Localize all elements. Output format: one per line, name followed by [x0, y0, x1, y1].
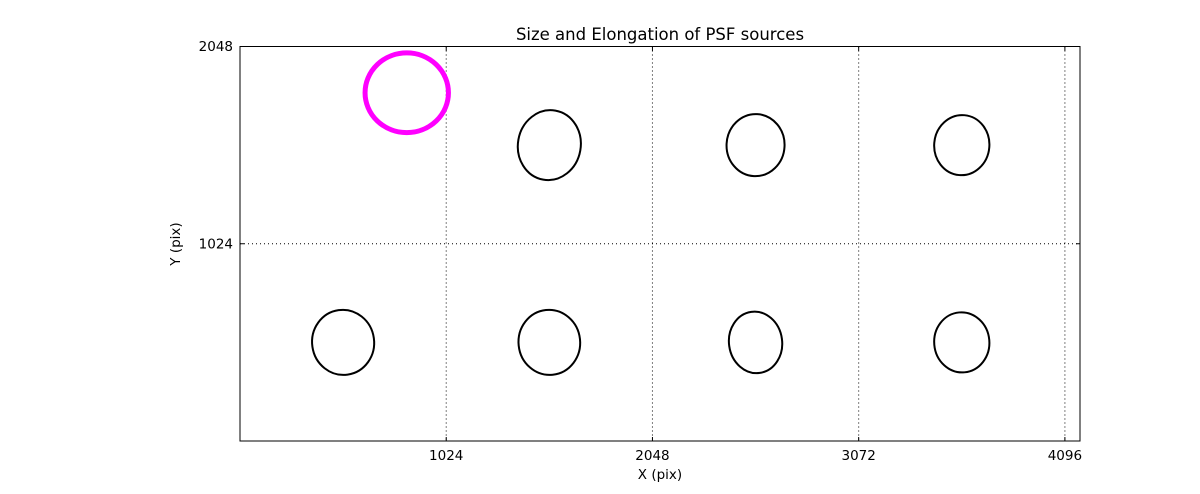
y-axis-label: Y (pix)	[168, 222, 184, 266]
x-tick-label-3072: 3072	[841, 448, 875, 464]
psf-source-ellipse	[516, 109, 582, 182]
chart-title: Size and Elongation of PSF sources	[516, 25, 804, 44]
psf-source-ellipse	[311, 308, 376, 376]
x-tick-label-4096: 4096	[1048, 448, 1082, 464]
x-tick-label-2048: 2048	[635, 448, 669, 464]
y-tick-label-1024: 1024	[199, 236, 233, 252]
y-tick-label-2048: 2048	[199, 39, 233, 55]
gridlines	[240, 46, 1080, 441]
psf-source-ellipse	[517, 308, 582, 376]
reference-circle	[362, 50, 451, 136]
psf-source-ellipse	[933, 114, 991, 177]
tick-marks	[240, 46, 1080, 441]
psf-ellipses	[311, 109, 991, 376]
psf-source-ellipse	[727, 310, 784, 375]
tick-labels: 1024 2048 3072 4096 1024 2048	[199, 39, 1082, 464]
x-axis-label: X (pix)	[638, 467, 682, 483]
x-tick-label-1024: 1024	[429, 448, 463, 464]
psf-source-ellipse	[933, 311, 991, 374]
psf-source-ellipse	[725, 113, 786, 178]
